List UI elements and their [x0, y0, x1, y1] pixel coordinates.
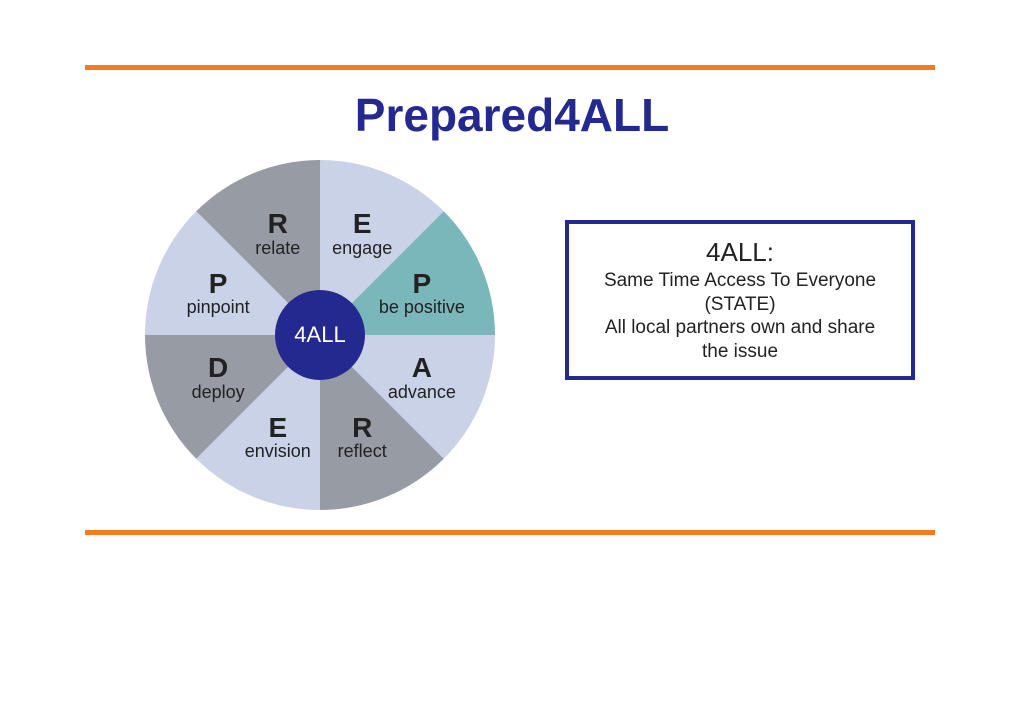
callout-line4: the issue [702, 340, 778, 364]
callout-title: 4ALL: [706, 236, 774, 269]
callout-box: 4ALL:Same Time Access To Everyone(STATE)… [565, 220, 915, 380]
callout-line3: All local partners own and share [605, 316, 875, 340]
callout-line2: (STATE) [704, 293, 775, 317]
callout-line1: Same Time Access To Everyone [604, 269, 876, 293]
bottom-rule [85, 530, 935, 535]
wheel: EengagePbe positiveAadvanceRreflectEenvi… [145, 160, 495, 510]
page-title: Prepared4ALL [0, 88, 1024, 142]
top-rule [85, 65, 935, 70]
wheel-hub: 4ALL [275, 290, 365, 380]
